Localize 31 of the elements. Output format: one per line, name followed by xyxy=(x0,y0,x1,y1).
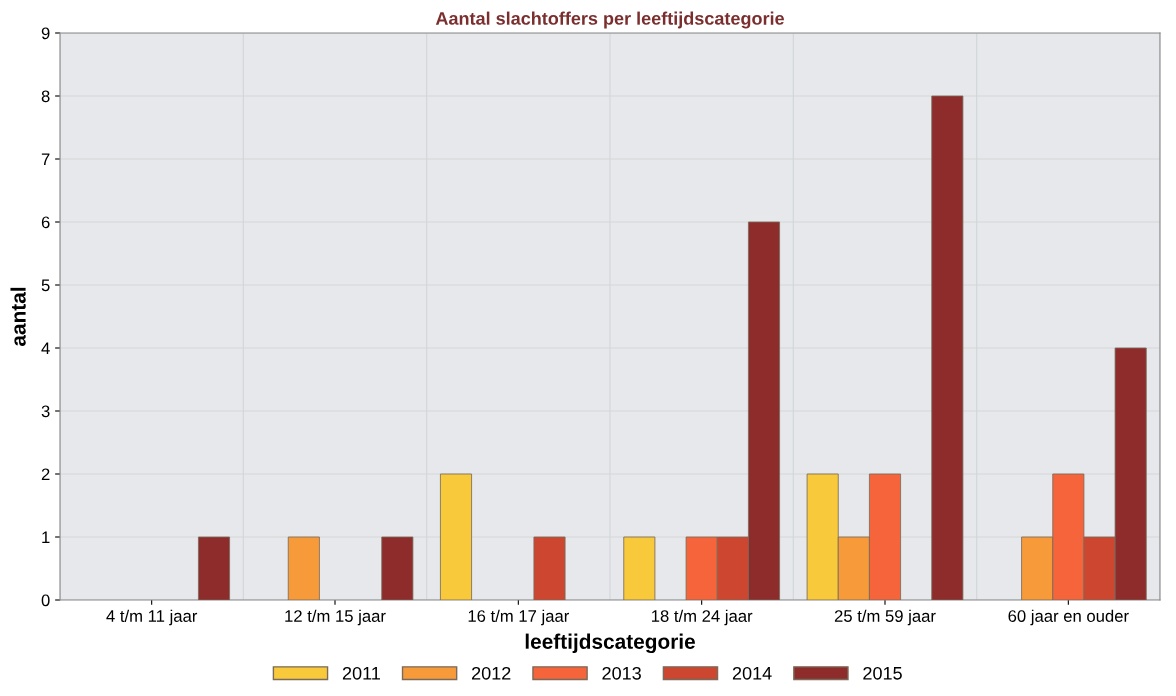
y-tick-label: 3 xyxy=(41,405,50,418)
bar xyxy=(287,536,320,600)
bar xyxy=(440,473,472,600)
bar xyxy=(381,536,414,600)
x-tick-label: 25 t/m 59 jaar xyxy=(834,609,936,626)
legend-label: 2014 xyxy=(732,666,772,680)
y-tick-label: 0 xyxy=(41,594,50,607)
y-tick-label: 1 xyxy=(42,531,50,544)
x-tick-label: 16 t/m 17 jaar xyxy=(468,609,570,626)
x-tick-label: 18 t/m 24 jaar xyxy=(651,609,753,626)
x-axis-title: leeftijdscategorie xyxy=(525,633,695,654)
legend-label: 2015 xyxy=(863,666,902,680)
y-tick-label: 8 xyxy=(41,90,50,103)
x-tick-label: 12 t/m 15 jaar xyxy=(285,609,386,626)
y-tick-label: 4 xyxy=(41,342,50,355)
y-tick-label: 7 xyxy=(41,153,50,166)
chart-title: Aantal slachtoffers per leeftijdscategorie xyxy=(435,11,784,29)
bar xyxy=(931,95,964,600)
y-tick-label: 9 xyxy=(41,27,50,40)
y-tick-label: 2 xyxy=(41,468,50,481)
legend-label: 2012 xyxy=(472,666,511,680)
legend-label: 2013 xyxy=(602,666,641,680)
y-tick-label: 6 xyxy=(41,216,50,229)
x-tick-label: 4 t/m 11 jaar xyxy=(106,609,198,626)
bar xyxy=(623,536,656,600)
bar xyxy=(198,536,230,600)
bar xyxy=(533,536,566,600)
x-tick-label: 60 jaar en ouder xyxy=(1008,609,1129,626)
y-tick-label: 5 xyxy=(41,279,50,292)
legend-label: 2011 xyxy=(342,666,380,680)
y-axis-title: aantal xyxy=(10,287,26,346)
